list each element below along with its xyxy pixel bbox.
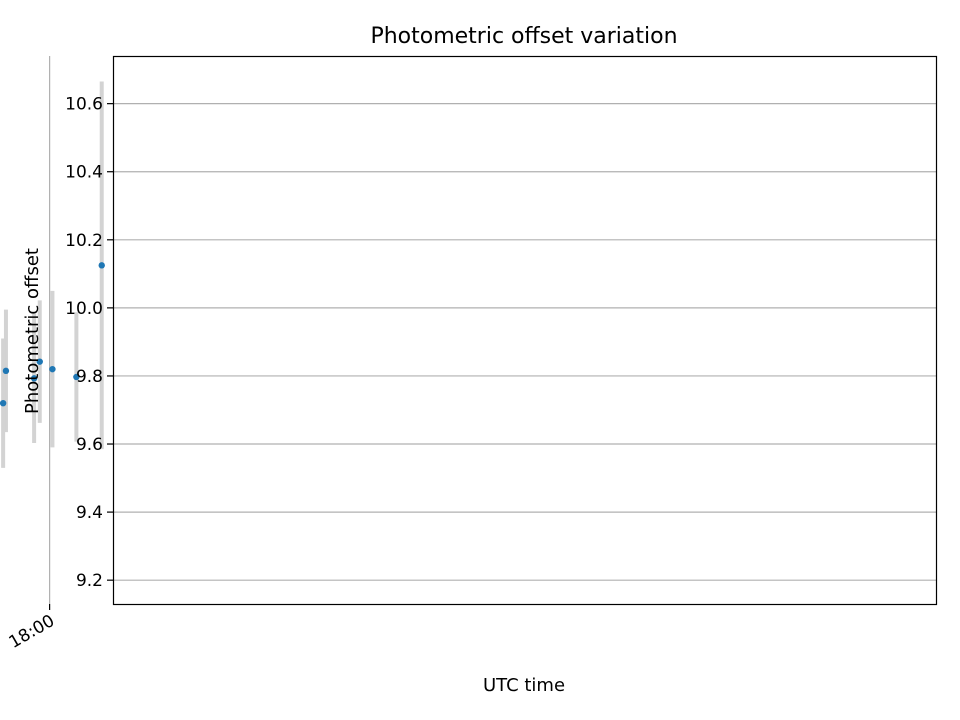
y-tick-label: 10.4	[65, 163, 103, 183]
data-point	[49, 365, 56, 373]
y-tick-label: 10.6	[65, 95, 103, 115]
y-tick-label: 9.8	[76, 367, 103, 387]
x-tick-label: 18:00	[6, 611, 58, 653]
y-tick-label: 10.2	[65, 231, 103, 251]
data-point	[0, 399, 7, 407]
data-point	[2, 367, 10, 375]
chart-title: Photometric offset variation	[370, 24, 677, 49]
y-axis: 9.2 9.4 9.6 9.8 10.0 10.2 10.4 10.6	[65, 95, 113, 591]
x-axis-label: UTC time	[483, 675, 565, 696]
data-point	[73, 373, 80, 381]
y-tick-label: 9.2	[76, 571, 103, 591]
y-tick-label: 10.0	[65, 299, 103, 319]
y-axis-label: Photometric offset	[22, 248, 43, 414]
plot-frame	[112, 55, 938, 606]
y-tick-label: 9.6	[76, 435, 103, 455]
data-point	[30, 375, 38, 382]
data-point	[36, 358, 43, 365]
data-point	[98, 262, 105, 269]
data-points	[0, 262, 105, 407]
grid	[49, 56, 937, 604]
x-axis: 18:0020:0022:0000:0002:0004:0006:00	[6, 604, 58, 653]
y-tick-label: 9.4	[76, 503, 103, 523]
